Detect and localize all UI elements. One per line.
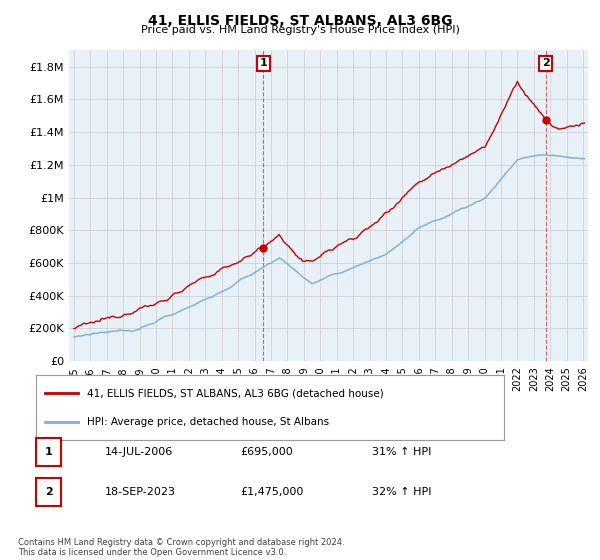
Text: 41, ELLIS FIELDS, ST ALBANS, AL3 6BG (detached house): 41, ELLIS FIELDS, ST ALBANS, AL3 6BG (de…: [88, 388, 384, 398]
Text: £695,000: £695,000: [240, 447, 293, 458]
Text: £1,475,000: £1,475,000: [240, 487, 304, 497]
Text: 14-JUL-2006: 14-JUL-2006: [105, 447, 173, 458]
Text: 1: 1: [45, 447, 52, 458]
Text: 18-SEP-2023: 18-SEP-2023: [105, 487, 176, 497]
Text: 41, ELLIS FIELDS, ST ALBANS, AL3 6BG: 41, ELLIS FIELDS, ST ALBANS, AL3 6BG: [148, 14, 452, 28]
Text: Price paid vs. HM Land Registry's House Price Index (HPI): Price paid vs. HM Land Registry's House …: [140, 25, 460, 35]
Text: 32% ↑ HPI: 32% ↑ HPI: [372, 487, 431, 497]
Text: 1: 1: [260, 58, 268, 68]
Text: 2: 2: [542, 58, 550, 68]
Text: 31% ↑ HPI: 31% ↑ HPI: [372, 447, 431, 458]
Text: HPI: Average price, detached house, St Albans: HPI: Average price, detached house, St A…: [88, 417, 329, 427]
Text: 2: 2: [45, 487, 52, 497]
Text: Contains HM Land Registry data © Crown copyright and database right 2024.
This d: Contains HM Land Registry data © Crown c…: [18, 538, 344, 557]
